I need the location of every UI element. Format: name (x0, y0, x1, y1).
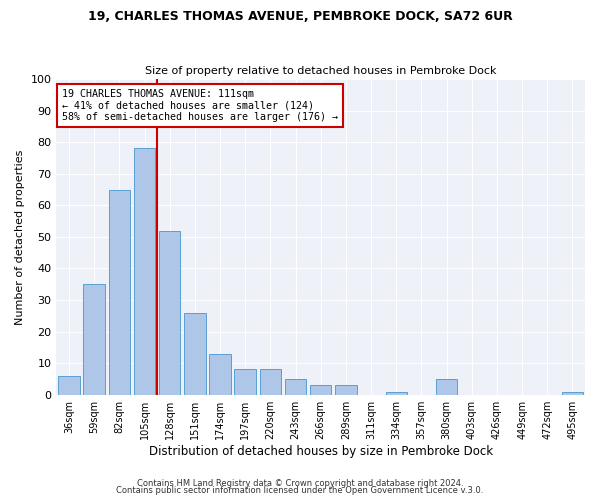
Bar (83, 284, 105, 395)
Bar (260, 370, 281, 394)
Bar (159, 230, 181, 394)
Bar (386, 392, 407, 394)
Text: Contains HM Land Registry data © Crown copyright and database right 2024.: Contains HM Land Registry data © Crown c… (137, 478, 463, 488)
Title: Size of property relative to detached houses in Pembroke Dock: Size of property relative to detached ho… (145, 66, 496, 76)
Bar (235, 370, 256, 394)
Bar (436, 379, 457, 394)
Text: 19 CHARLES THOMAS AVENUE: 111sqm
← 41% of detached houses are smaller (124)
58% : 19 CHARLES THOMAS AVENUE: 111sqm ← 41% o… (62, 88, 338, 122)
Y-axis label: Number of detached properties: Number of detached properties (15, 149, 25, 324)
Bar (335, 385, 356, 394)
X-axis label: Distribution of detached houses by size in Pembroke Dock: Distribution of detached houses by size … (149, 444, 493, 458)
Bar (562, 392, 583, 394)
Bar (209, 354, 231, 395)
Bar (134, 148, 155, 394)
Text: Contains public sector information licensed under the Open Government Licence v.: Contains public sector information licen… (116, 486, 484, 495)
Bar (310, 385, 331, 394)
Bar (184, 312, 206, 394)
Text: 19, CHARLES THOMAS AVENUE, PEMBROKE DOCK, SA72 6UR: 19, CHARLES THOMAS AVENUE, PEMBROKE DOCK… (88, 10, 512, 23)
Bar (285, 379, 306, 394)
Bar (58, 376, 80, 394)
Bar (109, 190, 130, 394)
